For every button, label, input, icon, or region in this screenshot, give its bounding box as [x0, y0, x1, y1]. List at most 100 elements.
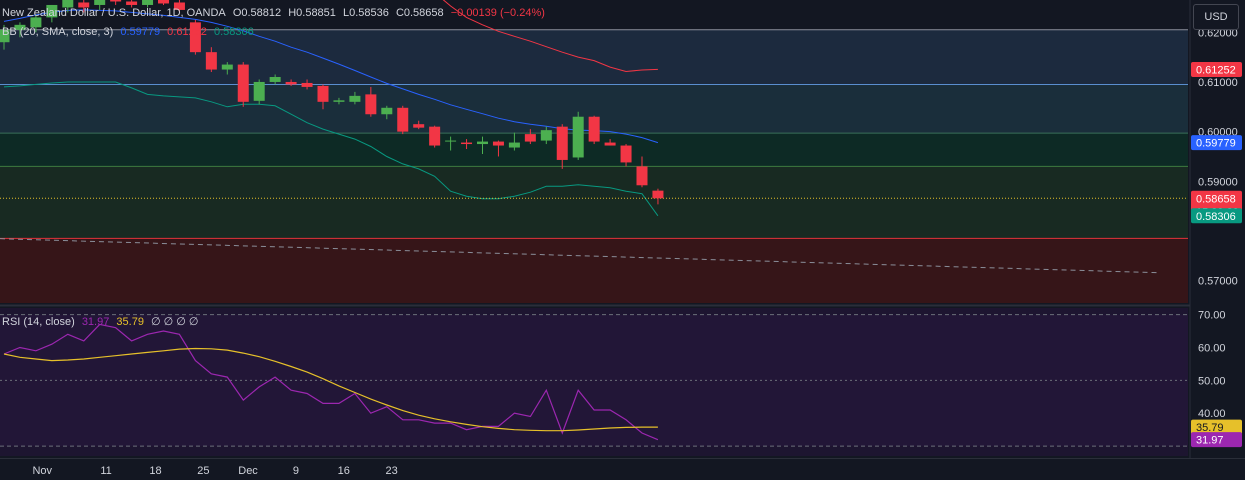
rsi-label-35.79: 35.79 — [1191, 419, 1242, 435]
rsi-background — [0, 304, 1245, 456]
bb-basis-value: 0.59779 — [120, 26, 161, 38]
candle[interactable] — [524, 129, 536, 145]
price-label-0.58306: 0.58306 — [1191, 208, 1242, 224]
candle[interactable] — [142, 0, 154, 8]
rsi-ma-line — [3, 347, 658, 432]
candle[interactable] — [189, 19, 201, 55]
bb-upper-line — [442, 0, 658, 73]
candle[interactable] — [333, 97, 345, 105]
rsi-label-bg — [1191, 432, 1242, 448]
rsi-tick-label: 50.00 — [1198, 375, 1226, 387]
candle[interactable] — [0, 24, 10, 50]
candle[interactable] — [30, 14, 42, 33]
price-tick-label: 0.61000 — [1198, 77, 1238, 89]
candle[interactable] — [78, 0, 90, 13]
candle-body — [556, 126, 568, 160]
candle[interactable] — [572, 111, 584, 160]
price-label-bg — [1191, 135, 1242, 151]
time-tick-label: 11 — [100, 465, 111, 477]
candle[interactable] — [588, 115, 600, 145]
candle[interactable] — [158, 0, 169, 5]
trend-line-dashed[interactable] — [0, 238, 1161, 274]
candle[interactable] — [301, 79, 313, 90]
candle[interactable] — [94, 0, 106, 10]
candle-body — [94, 0, 106, 5]
candle[interactable] — [540, 126, 552, 145]
candle[interactable] — [205, 47, 217, 73]
bollinger-bands — [0, 0, 1188, 217]
candle[interactable] — [253, 79, 265, 105]
candle[interactable] — [46, 4, 58, 23]
candle[interactable] — [652, 188, 664, 205]
currency-button[interactable]: USD — [1193, 4, 1239, 30]
candle[interactable] — [445, 136, 457, 151]
candle-body — [397, 107, 409, 132]
bb-legend: BB (20, SMA, close, 3) 0.59779 0.61252 0… — [2, 26, 258, 38]
candle[interactable] — [620, 144, 632, 167]
candle-body — [461, 142, 473, 145]
price-label-bg — [1191, 61, 1242, 77]
candle[interactable] — [429, 125, 441, 148]
candle-body — [189, 22, 201, 53]
rsi-lines — [3, 323, 659, 441]
price-axis[interactable] — [1190, 0, 1245, 480]
candle[interactable] — [477, 136, 488, 154]
candle-body — [413, 124, 425, 128]
candle[interactable] — [492, 140, 504, 157]
rsi-label-bg — [1191, 419, 1242, 435]
candle[interactable] — [317, 84, 329, 110]
candle-body — [477, 141, 488, 145]
bb-lower-value: 0.58306 — [213, 26, 254, 38]
symbol-name[interactable]: New Zealand Dollar / U.S. Dollar, 1D, OA… — [2, 7, 226, 19]
time-tick-label: 18 — [149, 465, 161, 477]
bb-upper-value: 0.61252 — [167, 26, 207, 38]
candle-body — [620, 145, 632, 163]
candle[interactable] — [14, 22, 26, 38]
bb-label[interactable]: BB (20, SMA, close, 3) — [2, 26, 114, 38]
candle-body — [62, 0, 74, 8]
candle-body — [46, 4, 58, 18]
candle[interactable] — [381, 105, 393, 120]
candle-body — [237, 64, 249, 102]
candle[interactable] — [110, 0, 122, 5]
candle-body — [317, 85, 329, 102]
candle[interactable] — [365, 86, 377, 117]
candle-body — [349, 95, 361, 102]
bb-basis-line — [3, 9, 659, 144]
symbol-legend: New Zealand Dollar / U.S. Dollar, 1D, OA… — [2, 7, 549, 19]
price-label-text: 0.59779 — [1196, 138, 1236, 150]
candle[interactable] — [636, 156, 648, 188]
candle[interactable] — [62, 0, 74, 13]
candle-body — [14, 24, 26, 30]
candle-body — [540, 130, 552, 141]
price-label-bg — [1191, 208, 1242, 224]
rsi-label[interactable]: RSI (14, close) — [2, 316, 75, 328]
candle[interactable] — [349, 91, 361, 105]
candle[interactable] — [221, 62, 233, 75]
candle[interactable] — [413, 120, 425, 130]
candle[interactable] — [397, 105, 409, 135]
candle[interactable] — [285, 79, 297, 86]
candle-body — [524, 134, 536, 142]
rsi-label-text: 35.79 — [1196, 422, 1224, 434]
candle[interactable] — [269, 74, 281, 85]
candle-body — [0, 29, 10, 43]
candle[interactable] — [556, 124, 568, 169]
candle[interactable] — [126, 0, 138, 8]
candle[interactable] — [508, 132, 520, 151]
time-tick-label: 23 — [385, 465, 397, 477]
time-tick-label: Dec — [238, 465, 258, 477]
candle-body — [269, 76, 281, 82]
candle-body — [588, 116, 600, 142]
candle-body — [572, 116, 584, 158]
candle[interactable] — [237, 62, 249, 107]
candle[interactable] — [461, 139, 473, 150]
candle-body — [126, 1, 138, 5]
candle[interactable] — [604, 139, 616, 146]
candle[interactable] — [173, 0, 185, 13]
rsi-value: 31.97 — [81, 316, 110, 328]
price-label-0.61252: 0.61252 — [1191, 61, 1242, 77]
candle-body — [30, 17, 42, 28]
